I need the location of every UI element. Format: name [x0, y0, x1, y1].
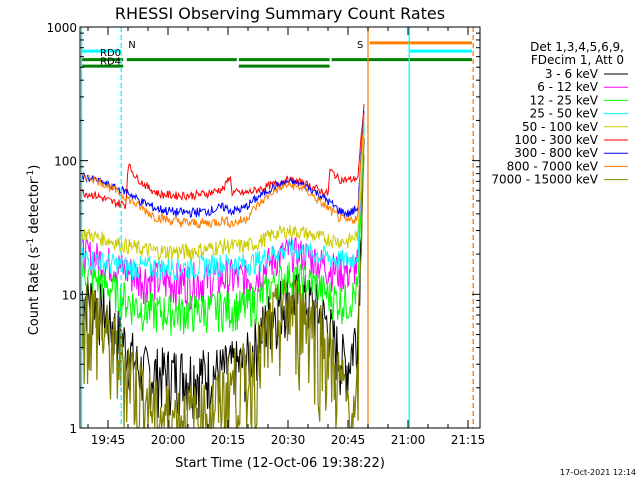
legend-label-25-50-kev: 25 - 50 keV: [530, 107, 599, 121]
legend-label-300-800-kev: 300 - 800 keV: [514, 146, 598, 160]
flag-label-rd0: RD0: [100, 48, 121, 59]
y-tick-label: 100: [54, 155, 77, 169]
legend-label-3-6-kev: 3 - 6 keV: [545, 67, 599, 81]
x-tick-label: 20:15: [211, 433, 246, 447]
legend-label-7000-15000-kev: 7000 - 15000 keV: [491, 173, 598, 187]
y-axis-label-part: detector: [27, 178, 42, 238]
legend-label-12-25-kev: 12 - 25 keV: [530, 93, 599, 107]
legend-label-6-12-kev: 6 - 12 keV: [537, 80, 599, 94]
axes: 1 10 100 1000 19:45 20:00 20:15 20:30 20:45 21:00…: [46, 21, 485, 447]
x-tick-label: 21:15: [451, 433, 486, 447]
legend-title-line: Det 1,3,4,5,6,9,: [530, 40, 624, 54]
x-tick-label: 19:45: [91, 433, 126, 447]
y-tick-label: 1000: [46, 21, 77, 35]
marker-label-n: N: [128, 40, 135, 51]
plot-frame: [79, 26, 481, 429]
x-tick-label: 20:45: [331, 433, 366, 447]
series-line-50-100-kev: [81, 117, 365, 261]
series-line-3-6-kev: [81, 138, 365, 419]
series-line-12-25-kev: [81, 125, 365, 336]
legend-title-line: FDecim 1, Att 0: [531, 53, 624, 67]
render-timestamp: 17-Oct-2021 12:14: [560, 468, 636, 477]
y-axis-label-exponent: -1: [26, 170, 36, 179]
x-tick-label: 21:00: [391, 433, 426, 447]
y-tick-label: 10: [62, 288, 77, 302]
y-axis-label-part: ): [27, 165, 42, 170]
x-tick-label: 20:30: [271, 433, 306, 447]
y-axis-label: Count Rate (s-1 detector-1): [26, 165, 42, 336]
legend-label-100-300-kev: 100 - 300 keV: [514, 133, 598, 147]
flag-label-rd4: RD4: [100, 57, 121, 68]
series-line-300-800-kev: [81, 110, 365, 219]
marker-label-s: S: [357, 40, 363, 51]
series-line-100-300-kev: [81, 104, 365, 210]
plot-area: [81, 104, 365, 430]
series-line-7000-15000-kev: [81, 154, 365, 430]
x-tick-label: 20:00: [151, 433, 186, 447]
series-line-25-50-kev: [81, 119, 365, 281]
series-line-800-7000-kev: [81, 113, 365, 229]
legend: Det 1,3,4,5,6,9, FDecim 1, Att 0 3 - 6 k…: [491, 40, 628, 187]
x-axis-label: Start Time (12-Oct-06 19:38:22): [175, 456, 385, 471]
chart-title: RHESSI Observing Summary Count Rates: [115, 4, 445, 23]
legend-label-800-7000-kev: 800 - 7000 keV: [507, 159, 599, 173]
y-axis-label-part: Count Rate (s: [27, 247, 42, 336]
y-tick-label: 1: [69, 422, 77, 436]
y-axis-label-exponent: -1: [26, 238, 36, 247]
legend-label-50-100-kev: 50 - 100 keV: [522, 120, 599, 134]
